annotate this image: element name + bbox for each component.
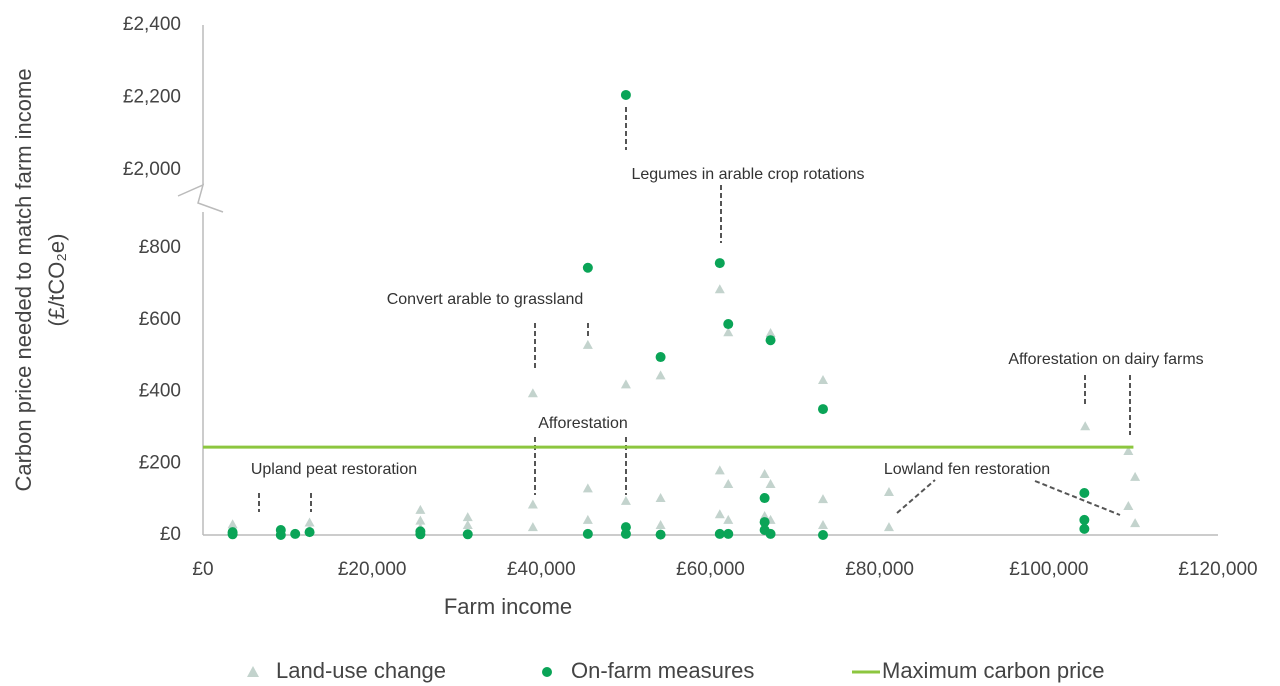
triangle-point — [759, 510, 770, 520]
dot-point — [723, 319, 734, 330]
triangle-point — [714, 465, 725, 475]
legend-label: Maximum carbon price — [882, 658, 1105, 683]
x-tick-label: £40,000 — [507, 559, 576, 580]
triangle-point — [714, 284, 725, 294]
dot-point — [723, 528, 734, 539]
triangle-point — [655, 493, 666, 503]
dot-point — [759, 493, 770, 504]
triangle-point — [723, 479, 734, 489]
triangle-point — [415, 504, 426, 514]
triangle-point — [582, 514, 593, 524]
annotation-line — [896, 479, 1121, 516]
annotation-line — [625, 107, 722, 243]
triangle-point — [620, 495, 631, 505]
annotation: Lowland fen restoration — [884, 461, 1050, 478]
triangle-point — [759, 469, 770, 479]
triangle-point — [723, 327, 734, 337]
dot-point — [1079, 488, 1090, 499]
y-tick-label: £800 — [139, 237, 181, 258]
dot-point — [582, 528, 593, 539]
y-tick-label: £600 — [139, 309, 181, 330]
triangle-point — [462, 519, 473, 529]
triangle-point — [582, 339, 593, 349]
annotation: Afforestation — [538, 415, 628, 432]
dot-point — [227, 529, 238, 540]
triangle-point — [765, 479, 776, 489]
y-tick-label: £200 — [139, 452, 181, 473]
x-axis-title: Farm income — [444, 594, 572, 619]
x-tick-label: £80,000 — [845, 559, 914, 580]
dot-point — [415, 526, 426, 537]
y-tick-label: £2,400 — [123, 14, 181, 35]
annotation-line — [1084, 375, 1131, 435]
triangle-point — [765, 328, 776, 338]
y-tick-label: £2,200 — [123, 87, 181, 108]
triangle-point — [817, 494, 828, 504]
dot-point — [765, 335, 776, 346]
dot-point — [714, 528, 725, 539]
legend-swatch — [247, 666, 259, 677]
annotation: Afforestation on dairy farms — [1008, 351, 1203, 368]
annotation-line — [534, 323, 589, 368]
dot-point — [765, 528, 776, 539]
x-tick-label: £120,000 — [1178, 559, 1257, 580]
triangle-point — [723, 514, 734, 524]
dot-point — [275, 530, 286, 540]
dot-point — [304, 527, 315, 538]
triangle-point — [883, 522, 894, 532]
dot-point — [582, 262, 593, 273]
triangle-point — [655, 519, 666, 529]
triangle-point — [655, 370, 666, 380]
annotation: Upland peat restoration — [251, 461, 417, 478]
triangle-point — [1130, 518, 1141, 528]
annotation: Convert arable to grassland — [387, 291, 584, 308]
triangle-point — [883, 486, 894, 496]
x-tick-label: £60,000 — [676, 559, 745, 580]
triangle-point — [582, 483, 593, 493]
dot-point — [1079, 514, 1090, 525]
y-tick-label: £0 — [160, 524, 181, 545]
triangle-point — [817, 375, 828, 385]
dot-point — [290, 528, 301, 539]
legend-label: On-farm measures — [571, 658, 754, 683]
triangle-point — [1080, 421, 1091, 431]
dot-point — [620, 528, 631, 539]
triangle-point — [227, 519, 238, 529]
triangle-point — [304, 517, 315, 527]
dot-point — [714, 258, 725, 269]
annotation-line — [258, 493, 312, 512]
triangle-point — [817, 519, 828, 529]
y-axis — [177, 25, 224, 535]
annotation: Legumes in arable crop rotations — [631, 166, 864, 183]
x-tick-label: £0 — [192, 559, 213, 580]
triangle-point — [527, 499, 538, 509]
legend-swatch — [542, 667, 552, 677]
triangle-point — [714, 509, 725, 519]
triangle-point — [620, 379, 631, 389]
triangle-point — [1130, 471, 1141, 481]
dot-point — [759, 517, 770, 528]
triangle-point — [1123, 446, 1134, 456]
dot-point — [620, 89, 631, 100]
dot-point — [655, 352, 666, 363]
dot-point — [462, 529, 473, 540]
dot-point — [817, 530, 828, 540]
triangle-point — [462, 512, 473, 522]
y-axis-title: Carbon price needed to match farm income — [11, 68, 36, 491]
y-tick-label: £2,000 — [123, 159, 181, 180]
x-tick-label: £100,000 — [1009, 559, 1088, 580]
legend-label: Land-use change — [276, 658, 446, 683]
triangle-point — [527, 388, 538, 398]
annotations: Upland peat restoration Convert arable t… — [251, 107, 1204, 516]
triangle-point — [1123, 500, 1134, 510]
x-tick-label: £20,000 — [338, 559, 407, 580]
dot-point — [655, 529, 666, 540]
y-tick-label: £400 — [139, 381, 181, 402]
y-axis-title: (£/tCO₂e) — [44, 234, 69, 327]
dot-point — [817, 404, 828, 415]
dot-point — [1079, 523, 1090, 534]
triangle-point — [527, 522, 538, 532]
triangle-point — [415, 515, 426, 525]
